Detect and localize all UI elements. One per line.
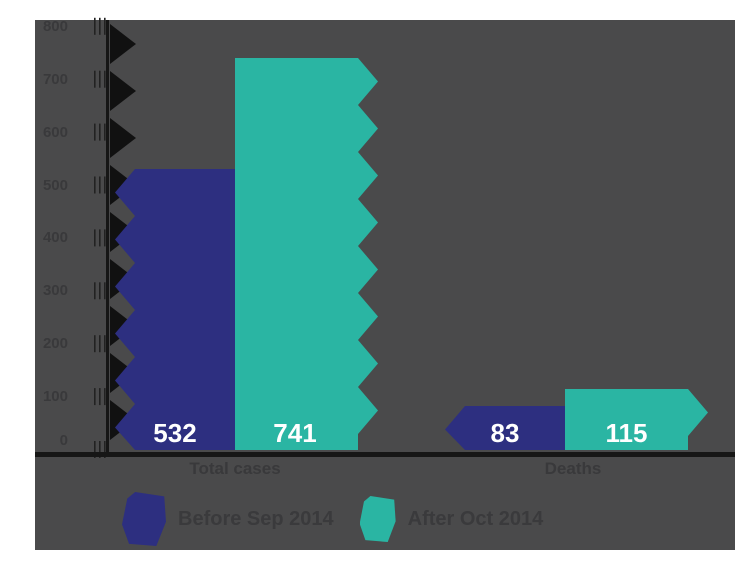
- x-category-label: Deaths: [544, 459, 602, 478]
- bar-value-label: 115: [605, 418, 648, 448]
- y-axis-tick: [94, 70, 96, 88]
- x-axis-line: [35, 452, 735, 457]
- y-axis-tick: [104, 388, 106, 406]
- bar-value-label: 741: [273, 418, 317, 448]
- legend: Before Sep 2014 After Oct 2014: [122, 488, 543, 550]
- bar-value-label: 532: [153, 418, 197, 448]
- x-category-label: Total cases: [189, 459, 281, 478]
- bar-value-label: 83: [490, 418, 520, 448]
- y-axis-tick: [104, 17, 106, 35]
- y-axis-tick: [99, 229, 101, 247]
- legend-label-after: After Oct 2014: [407, 508, 544, 530]
- legend-swatch-before: [122, 492, 166, 546]
- y-tick-label: 500: [42, 177, 68, 194]
- y-axis-tick: [94, 229, 96, 247]
- y-tick-label: 100: [42, 388, 68, 405]
- y-axis-line: [106, 20, 109, 452]
- y-tick-label: 0: [59, 432, 68, 449]
- y-axis-tick: [99, 282, 101, 300]
- y-tick-label: 600: [42, 124, 68, 141]
- y-axis-tick: [94, 17, 96, 35]
- bar-after-total-cases: [235, 58, 378, 450]
- y-tick-label: 400: [42, 229, 68, 246]
- legend-item-before: Before Sep 2014: [122, 492, 334, 546]
- bar-before-total-cases: [115, 169, 235, 450]
- y-axis-tick: [94, 441, 96, 458]
- y-axis-zigzag-tooth: [110, 118, 136, 158]
- y-tick-label: 200: [42, 335, 68, 352]
- y-axis-tick: [104, 70, 106, 88]
- y-tick-label: 300: [42, 282, 68, 299]
- y-tick-label: 700: [42, 71, 68, 88]
- y-axis-tick: [99, 335, 101, 353]
- y-axis-zigzag-tooth: [110, 71, 136, 111]
- y-axis-tick: [94, 335, 96, 353]
- y-axis-tick: [99, 123, 101, 141]
- y-axis-zigzag-tooth: [110, 24, 136, 64]
- legend-swatch-after: [359, 496, 396, 542]
- y-axis-tick: [94, 388, 96, 406]
- y-axis-tick: [94, 123, 96, 141]
- y-tick-label: 800: [42, 18, 68, 35]
- legend-label-before: Before Sep 2014: [178, 508, 334, 530]
- bar-before-deaths: [445, 406, 565, 450]
- y-axis-tick: [104, 229, 106, 247]
- bar-after-deaths: [565, 389, 708, 450]
- y-axis-tick: [99, 17, 101, 35]
- y-axis-tick: [94, 176, 96, 194]
- y-axis-tick: [99, 388, 101, 406]
- y-axis-tick: [99, 70, 101, 88]
- y-axis-tick: [99, 176, 101, 194]
- y-axis-tick: [104, 441, 106, 458]
- y-axis-tick: [104, 335, 106, 353]
- y-axis-tick: [94, 282, 96, 300]
- y-axis-tick: [104, 176, 106, 194]
- y-axis-tick: [104, 123, 106, 141]
- y-axis-tick: [104, 282, 106, 300]
- y-axis-tick: [99, 441, 101, 458]
- legend-item-after: After Oct 2014: [359, 496, 544, 542]
